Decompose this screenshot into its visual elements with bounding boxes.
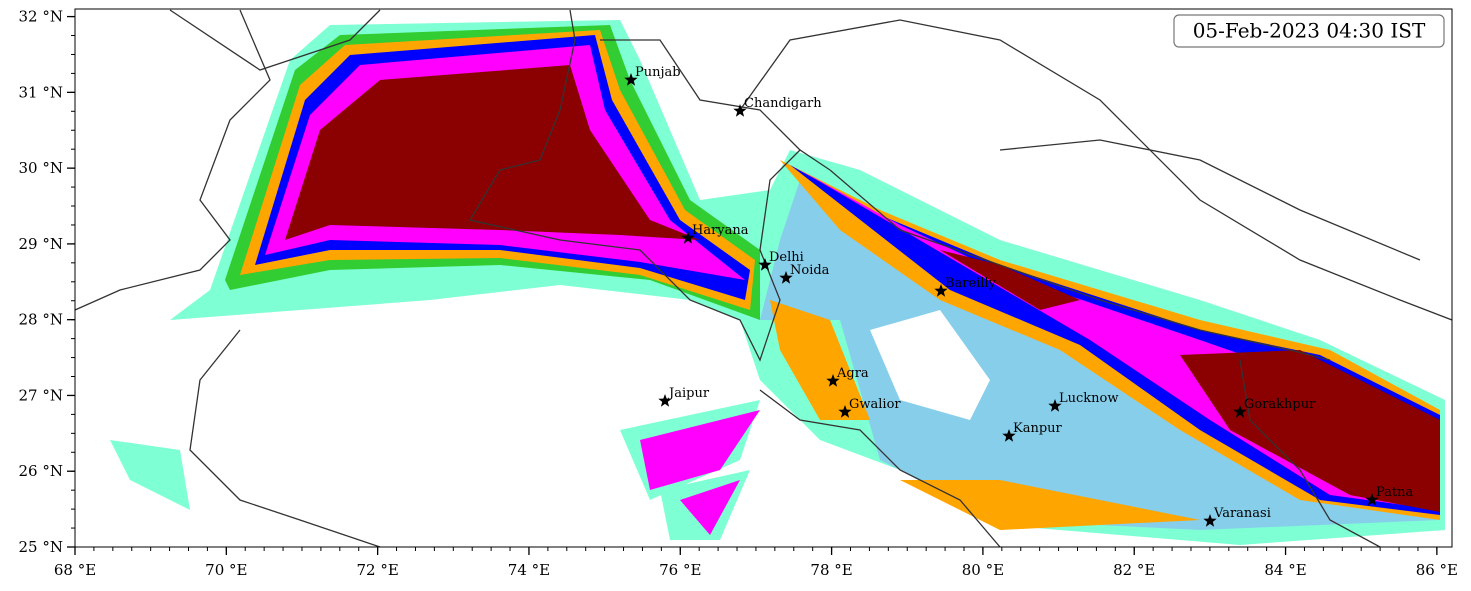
city-marker xyxy=(1048,399,1062,412)
x-tick-label: 74 °E xyxy=(508,561,550,579)
y-tick-label: 32 °N xyxy=(19,8,63,26)
x-tick-label: 70 °E xyxy=(205,561,247,579)
city-marker xyxy=(838,405,852,418)
city-marker xyxy=(1233,405,1247,418)
timestamp: 05-Feb-2023 04:30 IST xyxy=(1193,19,1426,43)
city-marker xyxy=(826,374,840,387)
city-label: Agra xyxy=(836,366,869,381)
city-marker xyxy=(658,394,672,407)
x-tick-label: 86 °E xyxy=(1416,561,1458,579)
y-tick-label: 27 °N xyxy=(19,386,63,404)
city-marker xyxy=(1203,514,1217,527)
city-label: Punjab xyxy=(635,65,681,80)
y-tick-label: 31 °N xyxy=(19,83,63,101)
city-marker xyxy=(733,104,747,117)
city-label: Delhi xyxy=(769,250,804,265)
y-tick-label: 28 °N xyxy=(19,311,63,329)
y-tick-label: 26 °N xyxy=(19,462,63,480)
y-tick-label: 30 °N xyxy=(19,159,63,177)
x-tick-label: 68 °E xyxy=(54,561,96,579)
city-marker xyxy=(1365,493,1379,506)
city-label: Haryana xyxy=(692,223,749,238)
y-tick-label: 29 °N xyxy=(19,235,63,253)
city-label: Kanpur xyxy=(1013,421,1063,436)
x-tick-label: 76 °E xyxy=(659,561,701,579)
city-marker xyxy=(758,258,772,271)
timestamp-box: 05-Feb-2023 04:30 IST xyxy=(1173,14,1445,48)
city-marker xyxy=(1002,429,1016,442)
city-label: Noida xyxy=(790,263,830,278)
city-label: Bareilly xyxy=(945,276,997,291)
city-label: Gwalior xyxy=(849,397,901,412)
x-tick-label: 82 °E xyxy=(1113,561,1155,579)
city-marker xyxy=(934,284,948,297)
x-tick-label: 72 °E xyxy=(356,561,398,579)
city-marker xyxy=(624,73,638,86)
city-label: Gorakhpur xyxy=(1244,397,1316,412)
city-label: Jaipur xyxy=(667,386,710,401)
city-label: Lucknow xyxy=(1059,391,1119,406)
plot-frame xyxy=(74,8,1453,548)
city-marker xyxy=(681,231,695,244)
y-tick-label: 25 °N xyxy=(19,538,63,556)
fog-field xyxy=(110,20,1445,545)
x-tick-label: 78 °E xyxy=(810,561,852,579)
x-tick-label: 80 °E xyxy=(962,561,1004,579)
x-tick-label: 84 °E xyxy=(1264,561,1306,579)
city-label: Varanasi xyxy=(1213,506,1271,521)
city-label: Patna xyxy=(1376,485,1414,500)
city-marker xyxy=(779,271,793,284)
borders xyxy=(75,9,1452,547)
city-label: Chandigarh xyxy=(744,96,822,111)
